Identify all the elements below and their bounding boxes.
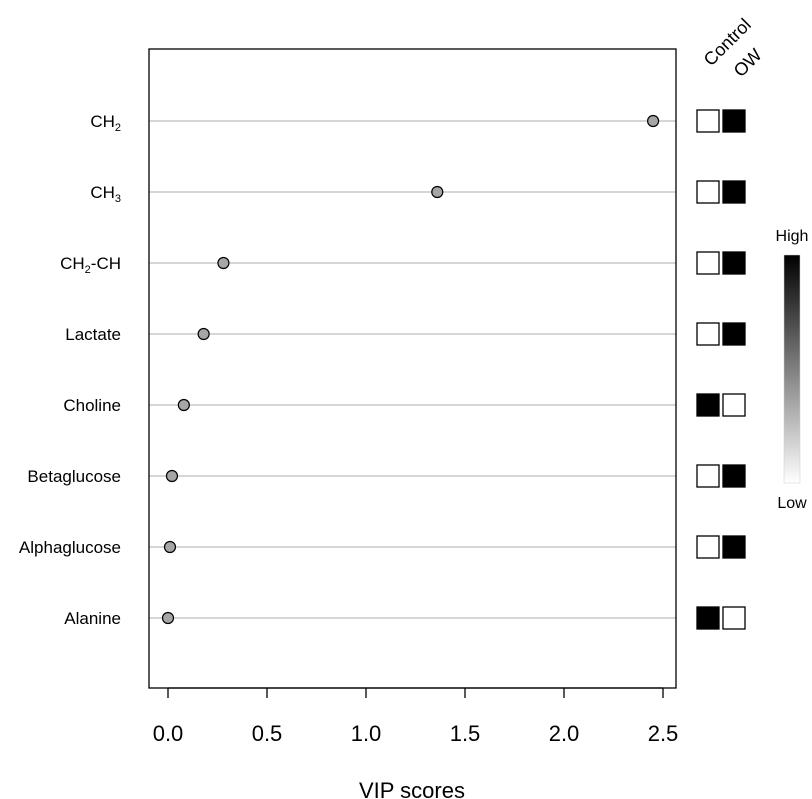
ow-cell xyxy=(722,606,746,630)
data-point xyxy=(163,540,177,554)
feature-labels: CH2 CH3 CH2-CH Lactate Choline Betaglucose Alp… xyxy=(19,112,121,628)
data-point xyxy=(165,469,179,483)
ow-cell xyxy=(722,464,746,488)
x-tick-label: 1.0 xyxy=(351,721,382,746)
data-point xyxy=(197,327,210,341)
feature-label: Choline xyxy=(63,396,121,415)
colorbar-low-label: Low xyxy=(777,495,807,512)
ow-cell xyxy=(722,180,746,204)
feature-label: Alphaglucose xyxy=(19,538,121,557)
colorbar-high-label: High xyxy=(776,228,809,245)
ow-cell xyxy=(722,322,746,346)
feature-label: Alanine xyxy=(64,609,121,628)
gridlines xyxy=(149,120,676,619)
control-cell xyxy=(696,464,720,488)
control-cell xyxy=(696,251,720,275)
data-point xyxy=(161,611,175,625)
x-tick-label: 0.0 xyxy=(153,721,184,746)
x-axis-label: VIP scores xyxy=(359,778,465,799)
control-cell xyxy=(696,180,720,204)
x-tick-label: 2.0 xyxy=(549,721,580,746)
data-point xyxy=(177,398,190,412)
feature-label: Betaglucose xyxy=(27,467,121,486)
group-heatmap xyxy=(696,109,746,630)
control-cell xyxy=(696,322,720,346)
data-point xyxy=(217,256,230,270)
x-tick-label: 1.5 xyxy=(450,721,481,746)
feature-label: CH2 xyxy=(90,112,121,134)
data-point xyxy=(646,114,660,128)
feature-label: Lactate xyxy=(65,325,121,344)
ow-cell xyxy=(722,109,746,133)
data-point xyxy=(431,185,444,199)
colorbar: High Low xyxy=(776,228,809,512)
data-points xyxy=(161,114,660,625)
group-header-ow: OW xyxy=(730,45,766,81)
feature-label: CH3 xyxy=(90,183,121,205)
control-cell xyxy=(696,535,720,559)
control-cell xyxy=(696,109,720,133)
x-tick-label: 0.5 xyxy=(252,721,283,746)
ow-cell xyxy=(722,251,746,275)
control-cell xyxy=(696,606,720,630)
control-cell xyxy=(696,393,720,417)
plot-frame xyxy=(148,48,677,689)
x-axis: 0.0 0.5 1.0 1.5 2.0 2.5 xyxy=(153,687,679,746)
ow-cell xyxy=(722,535,746,559)
feature-label: CH2-CH xyxy=(60,254,121,276)
x-tick-label: 2.5 xyxy=(648,721,679,746)
ow-cell xyxy=(722,393,746,417)
colorbar-gradient xyxy=(783,254,801,484)
